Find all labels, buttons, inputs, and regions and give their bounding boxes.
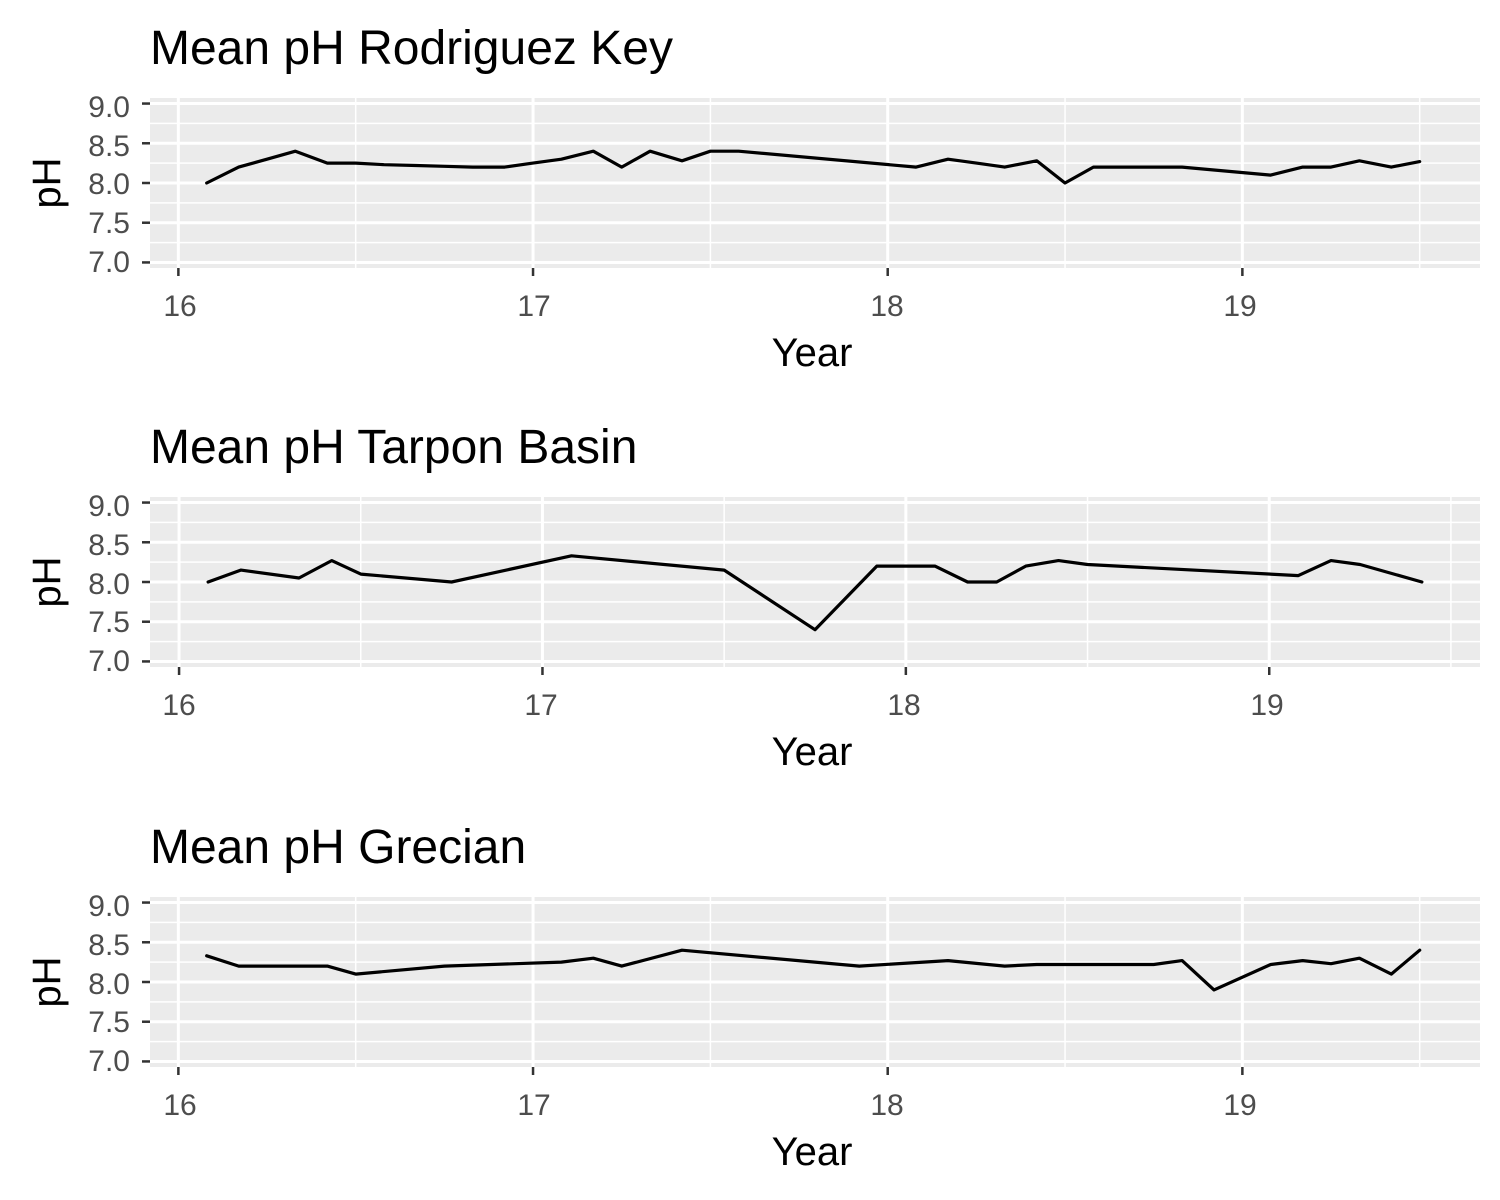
- x-tick-label: 16: [162, 689, 195, 722]
- y-tick-label: 7.5: [88, 606, 130, 639]
- series-line: [205, 149, 1422, 185]
- x-tick-label: 18: [887, 689, 920, 722]
- y-axis-label: pH: [25, 157, 69, 208]
- x-tick-label: 18: [870, 1089, 903, 1122]
- y-tick-label: 7.0: [88, 246, 130, 279]
- x-tick-label: 19: [1250, 689, 1283, 722]
- y-tick-label: 7.5: [88, 207, 130, 240]
- axis-ticks: [142, 501, 1271, 675]
- x-axis-label: Year: [772, 331, 853, 375]
- y-tick-label: 9.0: [88, 91, 130, 124]
- chart-title: Mean pH Grecian: [150, 821, 526, 874]
- chart-title: Mean pH Rodriguez Key: [150, 22, 673, 75]
- x-tick-label: 17: [524, 689, 557, 722]
- y-tick-label: 9.0: [88, 490, 130, 523]
- y-axis-label: pH: [25, 956, 69, 1007]
- series-line: [205, 948, 1422, 992]
- y-tick-label: 8.0: [88, 968, 130, 1001]
- x-tick-label: 19: [1223, 290, 1256, 323]
- x-tick-label: 16: [163, 290, 196, 323]
- gridlines: [150, 98, 1480, 268]
- chart-tarpon-basin: Mean pH Tarpon Basin 7.0 7.5 8.0 8.5 9.0…: [25, 421, 1480, 774]
- chart-rodriguez-key: Mean pH Rodriguez Key 7.0 7.5 8.0 8.5 9.…: [25, 22, 1480, 375]
- series-line: [206, 554, 1424, 632]
- y-axis-label: pH: [25, 556, 69, 607]
- x-tick-label: 17: [517, 290, 550, 323]
- gridlines: [150, 897, 1480, 1067]
- y-tick-label: 7.0: [88, 1045, 130, 1078]
- y-tick-label: 8.5: [88, 929, 130, 962]
- y-tick-label: 8.5: [88, 529, 130, 562]
- x-axis-label: Year: [772, 730, 853, 774]
- x-axis-label: Year: [772, 1130, 853, 1174]
- x-tick-label: 19: [1223, 1089, 1256, 1122]
- gridlines: [150, 497, 1480, 667]
- chart-grecian: Mean pH Grecian 7.0 7.5 8.0 8.5 9.0 16 1…: [25, 821, 1480, 1174]
- chart-title: Mean pH Tarpon Basin: [150, 421, 637, 474]
- x-tick-label: 16: [163, 1089, 196, 1122]
- axis-ticks: [142, 102, 1244, 276]
- y-tick-label: 8.5: [88, 130, 130, 163]
- y-tick-label: 8.0: [88, 168, 130, 201]
- y-tick-label: 7.0: [88, 645, 130, 678]
- x-tick-label: 18: [870, 290, 903, 323]
- y-tick-label: 8.0: [88, 568, 130, 601]
- axis-ticks: [142, 901, 1244, 1075]
- x-tick-label: 17: [517, 1089, 550, 1122]
- y-tick-label: 9.0: [88, 890, 130, 923]
- y-tick-label: 7.5: [88, 1006, 130, 1039]
